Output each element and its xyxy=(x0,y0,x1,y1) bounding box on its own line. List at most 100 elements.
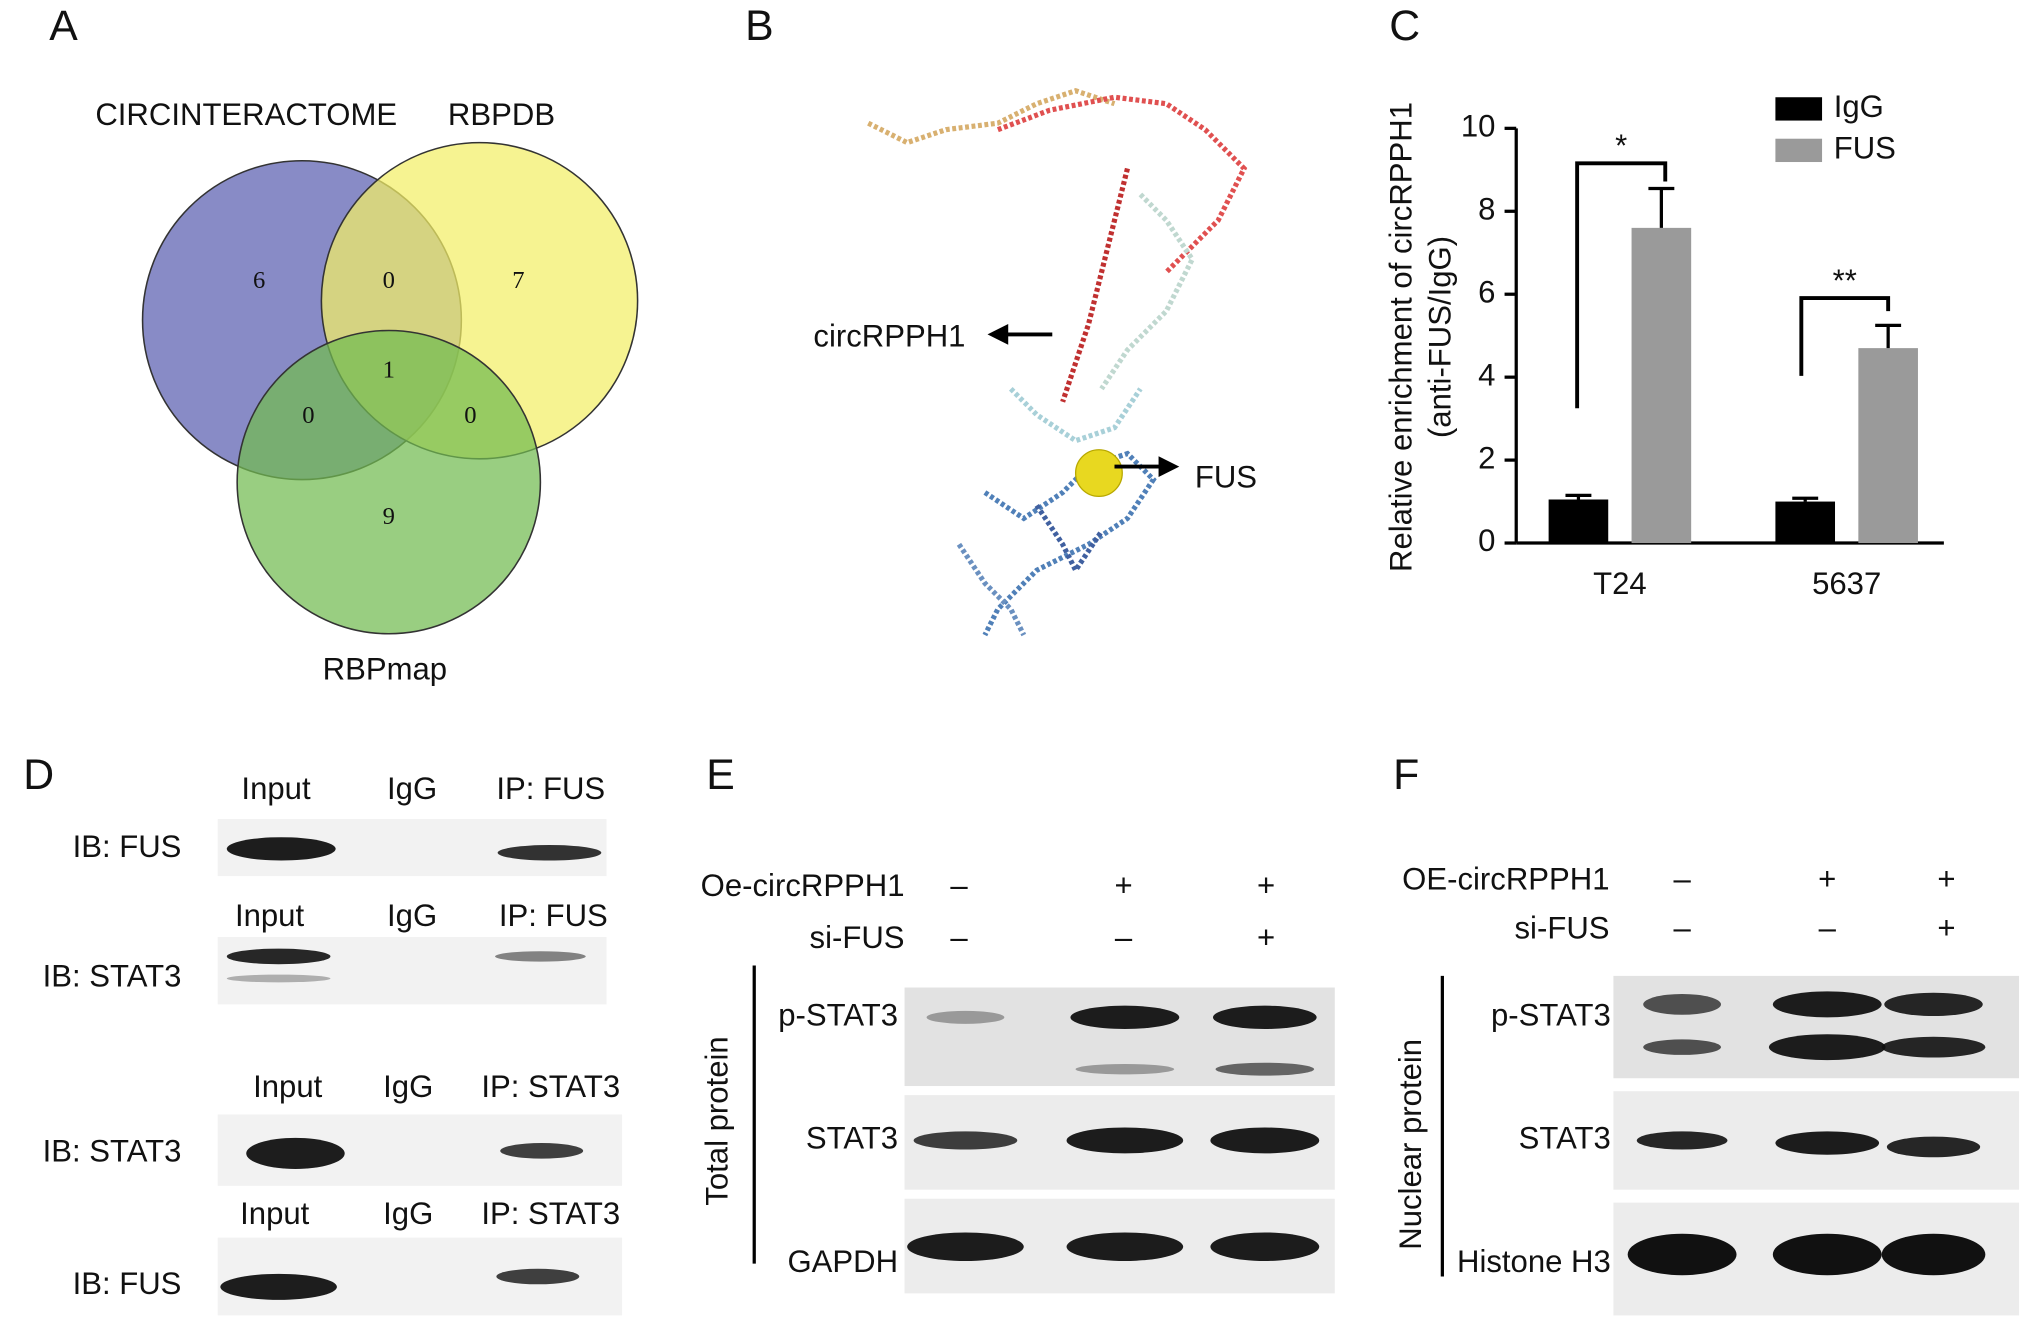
condition-sign: – xyxy=(1673,861,1691,896)
blot-band xyxy=(907,1232,1024,1261)
condition-sign: – xyxy=(1819,911,1837,946)
legend-swatch xyxy=(1775,97,1823,121)
error-bar xyxy=(1565,493,1592,500)
blot-band xyxy=(1772,991,1882,1018)
lane-label: IgG xyxy=(387,898,437,933)
blot-band xyxy=(1881,1036,1986,1058)
row-label: si-FUS xyxy=(810,920,905,955)
lane-label: IgG xyxy=(387,771,437,806)
blot-band xyxy=(220,1273,337,1300)
y-axis-label: (anti-FUS/IgG) xyxy=(1423,236,1458,438)
condition-sign: – xyxy=(1115,920,1133,955)
lane-label: Input xyxy=(253,1069,323,1104)
band-label: p-STAT3 xyxy=(778,998,898,1033)
significance-bracket xyxy=(1799,296,1891,376)
panel-label: D xyxy=(23,751,54,799)
venn-count: 1 xyxy=(383,357,395,384)
legend-label: FUS xyxy=(1834,131,1896,166)
significance-label: * xyxy=(1615,128,1627,163)
y-tick-label: 2 xyxy=(1478,440,1495,475)
structure-strand xyxy=(867,88,1116,146)
band-label: p-STAT3 xyxy=(1491,998,1611,1033)
x-tick-label: 5637 xyxy=(1812,566,1881,601)
blot-band xyxy=(500,1143,584,1159)
blot-band xyxy=(1066,1127,1184,1154)
blot-membrane xyxy=(217,936,607,1005)
blot-band xyxy=(1070,1005,1180,1030)
legend-label: IgG xyxy=(1834,89,1884,124)
blot-band xyxy=(1627,1233,1737,1276)
error-bar xyxy=(1792,496,1819,502)
structure-strand xyxy=(1099,192,1196,391)
lane-label: IP: STAT3 xyxy=(481,1069,620,1104)
condition-sign: – xyxy=(950,920,968,955)
condition-sign: + xyxy=(1937,911,1955,946)
condition-sign: + xyxy=(1257,920,1275,955)
panel-label: A xyxy=(49,2,78,50)
condition-sign: + xyxy=(1114,868,1132,903)
y-tick-label: 6 xyxy=(1478,274,1495,309)
bar xyxy=(1631,227,1692,544)
blot-band xyxy=(1772,1233,1882,1276)
blot-band xyxy=(913,1131,1018,1150)
lane-label: Input xyxy=(235,898,305,933)
structure-label: FUS xyxy=(1195,460,1257,495)
venn-count: 7 xyxy=(512,267,524,294)
row-label: Oe-circRPPH1 xyxy=(701,868,905,903)
panel-label: C xyxy=(1389,2,1420,50)
blot-band xyxy=(495,951,586,962)
blot-band xyxy=(1881,1233,1986,1276)
blot-band xyxy=(1210,1127,1320,1154)
blot-band xyxy=(1886,1136,1981,1158)
structure-strand xyxy=(1034,504,1104,576)
y-tick-label: 4 xyxy=(1478,357,1495,392)
blot-band xyxy=(226,948,331,965)
venn-set-name: RBPmap xyxy=(323,652,447,687)
band-label: Histone H3 xyxy=(1457,1244,1611,1279)
bar xyxy=(1775,501,1836,544)
blot-band xyxy=(1636,1131,1728,1150)
venn-set-name: CIRCINTERACTOME xyxy=(95,97,397,132)
arrow-head xyxy=(1158,456,1180,477)
lane-label: IgG xyxy=(383,1069,433,1104)
panel-label: E xyxy=(706,751,735,799)
structure-strand xyxy=(1060,167,1130,403)
ib-label: IB: STAT3 xyxy=(43,1134,182,1169)
blot-band xyxy=(1075,1063,1175,1075)
legend-swatch xyxy=(1775,138,1823,163)
condition-sign: + xyxy=(1818,861,1836,896)
blot-band xyxy=(1066,1232,1184,1261)
venn-count: 6 xyxy=(253,267,265,294)
blot-band xyxy=(1215,1062,1315,1076)
blot-band xyxy=(497,844,602,861)
lane-label: Input xyxy=(240,1196,310,1231)
ib-label: IB: FUS xyxy=(73,829,182,864)
row-label: si-FUS xyxy=(1515,911,1610,946)
row-label: OE-circRPPH1 xyxy=(1402,861,1609,896)
blot-band xyxy=(226,974,331,983)
ib-label: IB: FUS xyxy=(73,1266,182,1301)
arrow-head xyxy=(987,324,1009,345)
blot-band xyxy=(1884,992,1983,1017)
lane-label: IP: FUS xyxy=(496,771,605,806)
venn-count: 9 xyxy=(383,503,395,530)
x-tick-label: T24 xyxy=(1593,566,1647,601)
blot-band xyxy=(1210,1232,1320,1261)
venn-circle xyxy=(236,329,542,635)
lane-label: IP: STAT3 xyxy=(481,1196,620,1231)
structure-label: circRPPH1 xyxy=(813,318,965,353)
band-label: GAPDH xyxy=(787,1244,898,1279)
venn-count: 0 xyxy=(383,267,395,294)
condition-sign: + xyxy=(1257,868,1275,903)
y-tick-label: 10 xyxy=(1461,109,1496,144)
condition-sign: – xyxy=(950,868,968,903)
blot-band xyxy=(226,837,336,861)
blot-band xyxy=(246,1137,345,1169)
venn-count: 0 xyxy=(302,402,314,429)
blot-band xyxy=(1643,1039,1721,1055)
fus-blob xyxy=(1074,449,1123,498)
group-label: Total protein xyxy=(699,1036,734,1205)
y-tick-label: 8 xyxy=(1478,191,1495,226)
error-bar xyxy=(1648,186,1675,228)
lane-label: Input xyxy=(241,771,311,806)
